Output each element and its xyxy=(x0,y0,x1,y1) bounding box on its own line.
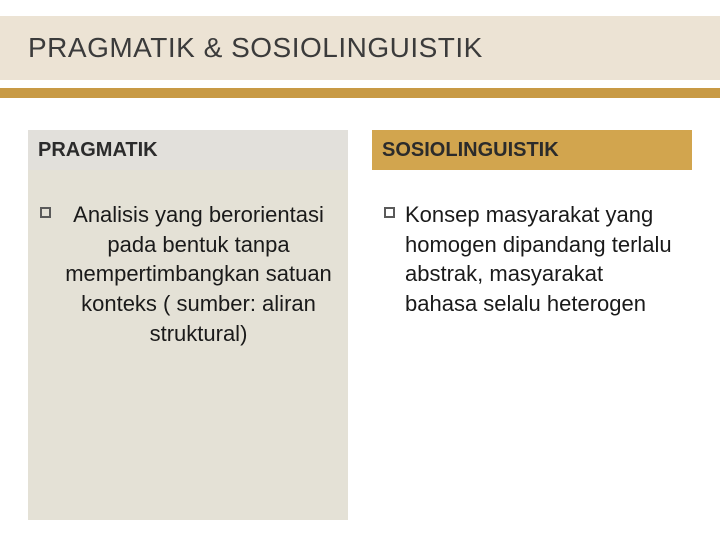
column-left-header-text: PRAGMATIK xyxy=(38,139,158,162)
bullet-icon xyxy=(384,207,395,218)
list-item: Analisis yang berorientasi pada bentuk t… xyxy=(40,200,336,508)
column-right-body: Konsep masyarakat yang homogen dipandang… xyxy=(372,170,692,520)
column-left-header: PRAGMATIK xyxy=(28,130,348,170)
column-left: PRAGMATIK Analisis yang berorientasi pad… xyxy=(28,130,348,520)
slide: PRAGMATIK & SOSIOLINGUISTIK PRAGMATIK An… xyxy=(0,0,720,540)
title-band: PRAGMATIK & SOSIOLINGUISTIK xyxy=(0,16,720,80)
list-item: Konsep masyarakat yang homogen dipandang… xyxy=(384,200,680,508)
column-right-header-text: SOSIOLINGUISTIK xyxy=(382,139,559,162)
slide-title: PRAGMATIK & SOSIOLINGUISTIK xyxy=(28,32,483,64)
column-right-header: SOSIOLINGUISTIK xyxy=(372,130,692,170)
column-right: SOSIOLINGUISTIK Konsep masyarakat yang h… xyxy=(372,130,692,520)
column-left-body: Analisis yang berorientasi pada bentuk t… xyxy=(28,170,348,520)
columns: PRAGMATIK Analisis yang berorientasi pad… xyxy=(28,130,692,520)
accent-bar xyxy=(0,88,720,98)
column-right-text: Konsep masyarakat yang homogen dipandang… xyxy=(405,200,680,319)
bullet-icon xyxy=(40,207,51,218)
column-left-text: Analisis yang berorientasi pada bentuk t… xyxy=(61,200,336,348)
